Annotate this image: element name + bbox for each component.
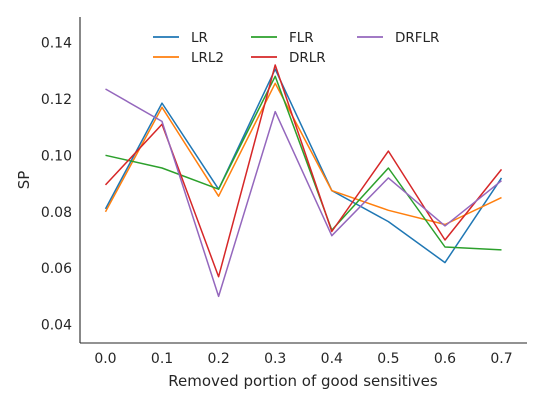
x-tick-label: 0.0: [94, 351, 116, 367]
x-tick-label: 0.1: [151, 351, 173, 367]
x-tick-label: 0.7: [490, 351, 512, 367]
series-line-drflr: [105, 88, 502, 298]
legend-entry-flr: FLR: [251, 30, 314, 46]
y-tick-label: 0.06: [41, 261, 72, 277]
y-tick-label: 0.10: [41, 148, 72, 164]
legend-label: DRLR: [289, 50, 326, 66]
x-tick-label: 0.2: [207, 351, 229, 367]
legend-label: FLR: [289, 30, 314, 46]
legend-label: LRL2: [191, 50, 224, 66]
x-tick-label: 0.6: [434, 351, 456, 367]
y-tick-label: 0.14: [41, 35, 72, 51]
legend-entry-lr: LR: [153, 30, 208, 46]
x-tick-label: 0.3: [264, 351, 286, 367]
y-tick-label: 0.08: [41, 205, 72, 221]
y-tick-label: 0.04: [41, 318, 72, 334]
y-tick-labels: 0.04 0.06 0.08 0.10 0.12 0.14: [41, 35, 72, 333]
legend-entry-drlr: DRLR: [251, 50, 326, 66]
series-line-flr: [105, 75, 502, 251]
x-tick-labels: 0.0 0.1 0.2 0.3 0.4 0.5 0.6 0.7: [94, 351, 512, 367]
series-layer: [104, 64, 503, 298]
legend: LR LRL2 FLR DRLR DRFLR: [153, 30, 439, 66]
x-tick-label: 0.5: [377, 351, 399, 367]
y-tick-label: 0.12: [41, 92, 72, 108]
series-line-lrl2: [104, 82, 502, 226]
x-axis-label: Removed portion of good sensitives: [168, 372, 438, 390]
legend-label: LR: [191, 30, 208, 46]
series-line-drlr: [104, 64, 503, 278]
x-tick-label: 0.4: [321, 351, 343, 367]
legend-label: DRFLR: [395, 30, 439, 46]
series-line-lr: [104, 68, 503, 264]
legend-entry-lrl2: LRL2: [153, 50, 224, 66]
y-axis-label: SP: [15, 171, 33, 190]
legend-entry-drflr: DRFLR: [357, 30, 439, 46]
